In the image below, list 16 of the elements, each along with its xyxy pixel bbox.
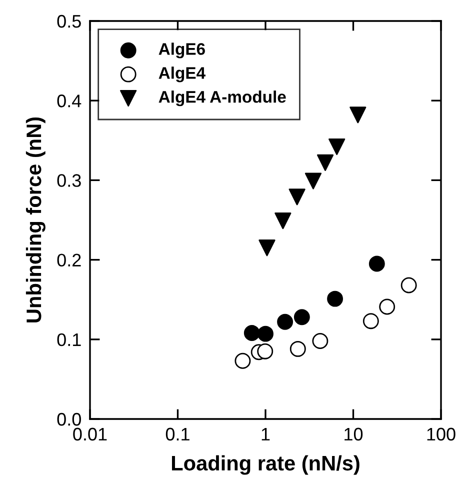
legend-label: AlgE6 [158, 42, 205, 58]
x-tick-label: 100 [427, 428, 456, 441]
legend-label: AlgE4 A-module [158, 90, 286, 106]
y-tick-label: 0.5 [57, 14, 81, 28]
x-tick-label: 1 [262, 428, 270, 440]
y-tick-label: 0.1 [57, 333, 81, 346]
legend-label: AlgE4 [158, 66, 206, 82]
y-tick-label: 0.3 [57, 174, 81, 187]
y-tick-label: 0.0 [57, 412, 81, 426]
y-tick-label: 0.2 [57, 254, 81, 267]
x-tick-label: 10 [344, 428, 363, 441]
x-tick-label: 0.1 [166, 428, 190, 441]
x-axis-title: Loading rate (nN/s) [172, 455, 360, 475]
x-tick-label: 0.01 [73, 428, 107, 441]
y-tick-label: 0.4 [57, 94, 82, 108]
y-axis-title: Unbinding force (nN) [26, 117, 46, 322]
